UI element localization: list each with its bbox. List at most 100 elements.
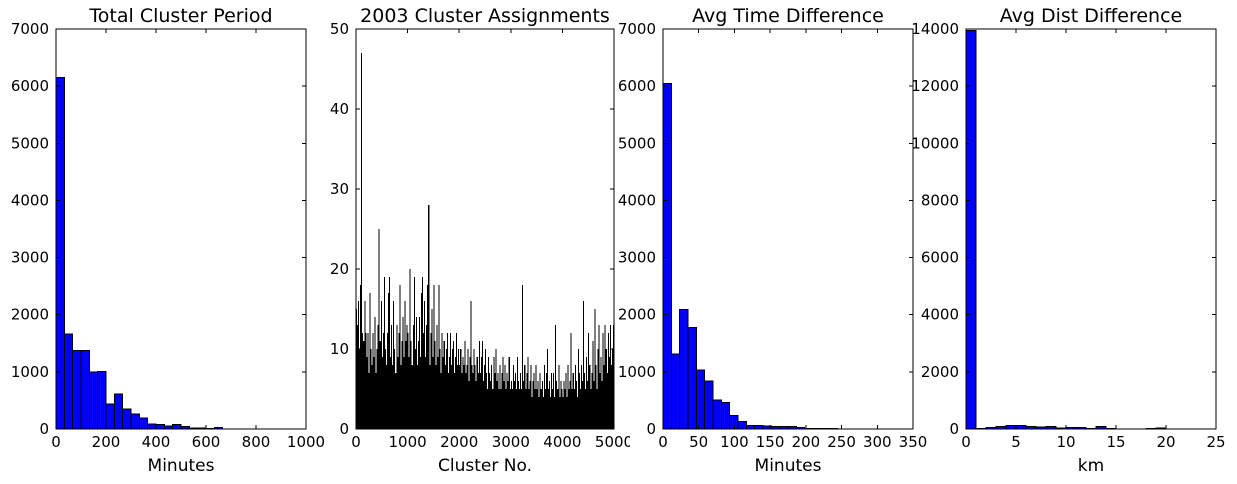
- histogram-bar: [454, 373, 456, 429]
- histogram-bar: [568, 389, 570, 429]
- histogram-bar: [455, 357, 457, 429]
- histogram-bar: [423, 333, 425, 429]
- x-axis-label: Minutes: [148, 456, 215, 476]
- histogram-bar: [1005, 424, 1017, 430]
- histogram-bar: [429, 365, 431, 429]
- x-tick-label: 400: [142, 433, 171, 451]
- histogram-bar: [55, 77, 65, 430]
- histogram-bar: [475, 381, 477, 429]
- histogram-bar: [559, 397, 561, 429]
- y-tick-label: 2000: [618, 306, 656, 324]
- y-tick-label: 1000: [11, 363, 49, 381]
- histogram-bar: [494, 373, 496, 429]
- y-tick-label: 10000: [912, 134, 959, 152]
- histogram-bar: [497, 373, 499, 429]
- histogram-bar: [571, 389, 573, 429]
- histogram-bar: [506, 373, 508, 429]
- histogram-bar: [460, 349, 462, 429]
- histogram-bar: [398, 333, 400, 429]
- bars-group: [965, 29, 1167, 430]
- histogram-bar: [492, 389, 494, 429]
- histogram-bar: [498, 389, 500, 429]
- histogram-bar: [582, 381, 584, 429]
- histogram-bar: [574, 365, 576, 429]
- histogram-bar: [130, 413, 140, 430]
- histogram-bar: [520, 373, 522, 429]
- histogram-bar: [550, 397, 552, 429]
- histogram-bar: [535, 365, 537, 429]
- histogram-bar: [670, 353, 681, 430]
- y-tick-label: 10: [330, 340, 349, 358]
- histogram-bar: [573, 389, 575, 429]
- histogram-bar: [509, 389, 511, 429]
- histogram-bar: [605, 349, 607, 429]
- histogram-bar: [538, 397, 540, 429]
- ticks-group: [355, 28, 615, 430]
- histogram-bar: [473, 349, 475, 429]
- histogram-bar: [488, 357, 490, 429]
- histogram-bar: [468, 381, 470, 429]
- y-tick-label: 20: [330, 260, 349, 278]
- histogram-bar: [593, 381, 595, 429]
- histogram-bar: [407, 333, 409, 429]
- x-tick-label: 200: [792, 433, 821, 451]
- histogram-bar: [567, 365, 569, 429]
- histogram-bar: [500, 389, 502, 429]
- histogram-bar: [402, 317, 404, 429]
- x-tick-label: 100: [720, 433, 749, 451]
- histogram-bar: [548, 381, 551, 429]
- tick-labels-group: 0 50 100 150 200 250 300 350 0 1000 2000 3000 4000 50…: [618, 20, 928, 451]
- histogram-bar: [597, 349, 599, 429]
- histogram-bar: [415, 317, 417, 429]
- x-tick-label: 2000: [440, 433, 478, 451]
- y-tick-label: 7000: [11, 20, 49, 38]
- histogram-bar: [578, 373, 580, 429]
- histogram-bar: [576, 397, 578, 429]
- histogram-bar: [430, 333, 432, 429]
- histogram-bar: [1015, 424, 1027, 430]
- histogram-bar: [360, 285, 362, 429]
- y-tick-label: 8000: [921, 191, 959, 209]
- histogram-bar: [583, 301, 585, 429]
- histogram-bar: [446, 333, 448, 429]
- histogram-bar: [533, 373, 535, 429]
- histogram-bar: [380, 301, 382, 429]
- histogram-bar: [365, 333, 367, 429]
- subplot-avg-time-difference: 0 50 100 150 200 250 300 350 0 1000 2000 3000 4000 50…: [618, 5, 928, 476]
- histogram-bar: [587, 381, 589, 429]
- histogram-bar: [737, 421, 747, 430]
- x-tick-label: 4000: [543, 433, 581, 451]
- histogram-bar: [594, 309, 596, 429]
- histogram-bar: [512, 365, 514, 429]
- histogram-bar: [554, 397, 556, 429]
- histogram-bar: [553, 373, 555, 429]
- histogram-bar: [390, 357, 392, 429]
- tick-labels-group: 0 200 400 600 800 1000 0 1000 2000 3000 4000 5000 60…: [11, 20, 325, 451]
- chart-title: 2003 Cluster Assignments: [360, 5, 610, 27]
- x-tick-label: 50: [689, 433, 708, 451]
- histogram-bar: [602, 333, 604, 429]
- histogram-bar: [489, 373, 491, 429]
- histogram-bar: [687, 326, 697, 430]
- chart-title: Avg Time Difference: [692, 5, 884, 27]
- histogram-bar: [396, 325, 398, 429]
- histogram-bar: [478, 341, 480, 429]
- histogram-bar: [362, 333, 364, 429]
- y-tick-label: 5000: [11, 134, 49, 152]
- histogram-bar: [590, 389, 592, 429]
- histogram-bar: [412, 325, 414, 429]
- histogram-bar: [610, 365, 612, 429]
- x-tick-label: 150: [756, 433, 785, 451]
- histogram-bar: [113, 393, 124, 430]
- histogram-bar: [586, 357, 588, 429]
- x-tick-label: 5000: [595, 433, 630, 451]
- histogram-bar: [695, 369, 706, 430]
- histogram-bar: [422, 277, 424, 429]
- histogram-bar: [392, 365, 394, 429]
- histogram-bar: [729, 414, 739, 430]
- histogram-bar: [456, 333, 458, 429]
- histogram-bar: [472, 373, 474, 429]
- y-tick-label: 4000: [618, 191, 656, 209]
- histogram-bar: [441, 333, 443, 429]
- histogram-bar: [476, 357, 478, 429]
